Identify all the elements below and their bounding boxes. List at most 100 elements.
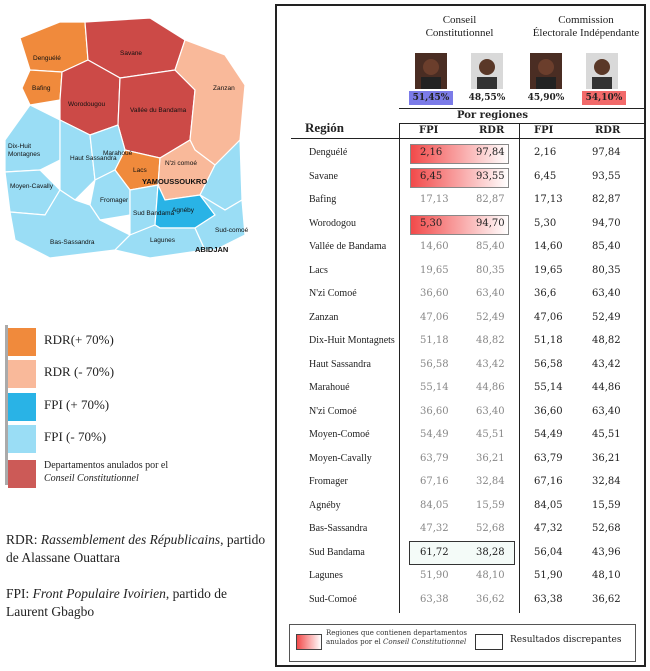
region-name: Savane <box>309 170 338 182</box>
legend-divider <box>5 325 8 485</box>
cell-cei-rdr: 52,49 <box>592 311 621 323</box>
header-por-regiones: Por regiones <box>457 110 529 121</box>
table-row: Marahoué 55,14 44,86 55,14 44,86 <box>277 378 648 400</box>
cell-cei-fpi: 63,38 <box>534 593 563 605</box>
cell-cei-fpi: 55,14 <box>534 382 563 393</box>
header-commission-line1: Commission <box>558 14 614 26</box>
legend-discrepant-swatch <box>475 634 503 650</box>
region-bas-sassandra[interactable] <box>9 189 132 259</box>
region-name: Haut Sassandra <box>309 358 371 370</box>
cell-cc-rdr: 80,35 <box>476 264 505 276</box>
legend-label: RDR(+ 70%) <box>44 332 114 347</box>
cell-cc-rdr: 44,86 <box>476 382 505 393</box>
cell-cc-rdr: 48,10 <box>476 570 505 581</box>
cell-cei-fpi: 63,79 <box>534 452 563 464</box>
portrait-gbagbo-icon <box>530 53 562 89</box>
legend-note-italic: Conseil Constitutionnel <box>383 638 467 646</box>
legend-swatch <box>8 425 36 453</box>
region-name: Bas-Sassandra <box>309 523 368 534</box>
annulled-highlight <box>410 214 509 235</box>
col-rdr-cei: RDR <box>595 125 621 136</box>
legend-note-line1: Regiones que contienen departamentos <box>326 629 467 637</box>
cell-cc-fpi: 17,13 <box>420 194 449 205</box>
note-fpi-rest: , partido de Laurent Gbagbo <box>6 586 227 619</box>
legend-discrepant-label: Resultados discrepantes <box>510 635 622 645</box>
cell-cc-fpi: 84,05 <box>420 499 449 511</box>
map-label: N'zi comoé <box>165 160 197 167</box>
legend-label: RDR (- 70%) <box>44 364 115 379</box>
cell-cc-fpi: 6,45 <box>420 170 443 182</box>
region-sud-comoe[interactable] <box>194 194 246 251</box>
region-name: Agnéby <box>309 499 341 511</box>
cell-cc-rdr: 85,40 <box>476 241 505 252</box>
header-commission: Commission Électorale Indépendante <box>525 14 647 40</box>
region-name: N'zi Comoé <box>309 288 357 299</box>
cell-cei-fpi: 51,90 <box>534 570 563 581</box>
cell-cei-rdr: 63,40 <box>592 288 621 299</box>
cell-cc-fpi: 51,18 <box>420 335 449 346</box>
cell-cc-rdr: 15,59 <box>476 499 505 511</box>
cell-cei-fpi: 47,32 <box>534 523 563 534</box>
cell-cei-fpi: 2,16 <box>534 147 557 158</box>
region-dix-huit-montagnes[interactable] <box>4 104 61 173</box>
map-label: Vallée du Bandama <box>130 107 187 114</box>
cell-cei-fpi: 67,16 <box>534 476 563 487</box>
map-label: Lacs <box>133 167 147 174</box>
cell-cei-fpi: 54,49 <box>534 429 563 440</box>
city-label-yamoussoukro: YAMOUSSOUKRO <box>142 177 207 186</box>
map-label: Worodougou <box>68 101 105 108</box>
cell-cei-rdr: 94,70 <box>592 217 621 229</box>
header-conseil-line1: Conseil <box>442 14 477 26</box>
region-name: Moyen-Comoé <box>309 429 370 440</box>
table-row: Haut Sassandra 56,58 43,42 56,58 43,42 <box>277 355 648 377</box>
cell-cc-rdr: 36,21 <box>476 452 505 464</box>
header-conseil-line2: Constitutionnel <box>425 27 494 39</box>
map-label: Denguélé <box>33 55 61 62</box>
col-divider <box>519 123 520 613</box>
note-rdr: RDR: Rassemblement des Républicains, par… <box>6 531 268 567</box>
col-rdr-cc: RDR <box>479 125 505 136</box>
note-fpi: FPI: Front Populaire Ivoirien, partido d… <box>6 585 268 621</box>
table-row: Moyen-Cavally 63,79 36,21 63,79 36,21 <box>277 449 648 471</box>
col-fpi-cc: FPI <box>419 125 439 136</box>
legend-annulled-text: Departamentos anulados por el <box>44 460 169 471</box>
cell-cc-rdr: 45,51 <box>476 429 505 440</box>
cell-cei-rdr: 93,55 <box>592 170 621 182</box>
cell-cc-fpi: 63,79 <box>420 452 449 464</box>
region-name: Lagunes <box>309 570 343 581</box>
note-fpi-name: Front Populaire Ivoirien <box>32 586 166 601</box>
cell-cei-fpi: 84,05 <box>534 499 563 511</box>
table-row: Sud Bandama 61,72 38,28 56,04 43,96 <box>277 540 648 565</box>
table-row: N'zi Comoé 36,60 63,40 36,60 63,40 <box>277 402 648 424</box>
table-row: Denguélé 2,16 97,84 2,16 97,84 <box>277 143 648 165</box>
cell-cc-fpi: 56,58 <box>420 358 449 370</box>
table-row: Bas-Sassandra 47,32 52,68 47,32 52,68 <box>277 519 648 541</box>
region-bafing[interactable] <box>21 69 63 106</box>
table-row: Worodogou 5,30 94,70 5,30 94,70 <box>277 214 648 236</box>
cell-cc-rdr: 38,28 <box>476 546 505 558</box>
cell-cc-rdr: 63,40 <box>476 288 505 299</box>
cell-cei-rdr: 63,40 <box>592 405 621 417</box>
legend-swatch <box>8 328 36 356</box>
cell-cei-rdr: 52,68 <box>592 523 621 534</box>
cell-cei-rdr: 32,84 <box>592 476 621 487</box>
cell-cc-rdr: 36,62 <box>476 593 505 605</box>
cell-cei-rdr: 97,84 <box>592 147 621 158</box>
table-row: Fromager 67,16 32,84 67,16 32,84 <box>277 472 648 494</box>
table-row: Bafing 17,13 82,87 17,13 82,87 <box>277 190 648 212</box>
cell-cei-fpi: 51,18 <box>534 335 563 346</box>
region-name: Fromager <box>309 476 348 487</box>
pct-cei-fpi: 45,90% <box>527 93 565 103</box>
annulled-highlight <box>410 144 509 164</box>
legend-label-annulled: Departamentos anulados por el Conseil Co… <box>44 459 244 485</box>
cell-cc-fpi: 14,60 <box>420 241 449 252</box>
portrait-ouattara-icon <box>471 53 503 89</box>
header-commission-line2: Électorale Indépendante <box>532 27 640 39</box>
map-label: Savane <box>120 50 142 57</box>
cell-cei-rdr: 15,59 <box>592 499 621 511</box>
note-rdr-abbr: RDR: <box>6 532 38 547</box>
cell-cc-fpi: 55,14 <box>420 382 449 393</box>
cell-cc-rdr: 52,49 <box>476 311 505 323</box>
header-region: Región <box>305 120 344 135</box>
